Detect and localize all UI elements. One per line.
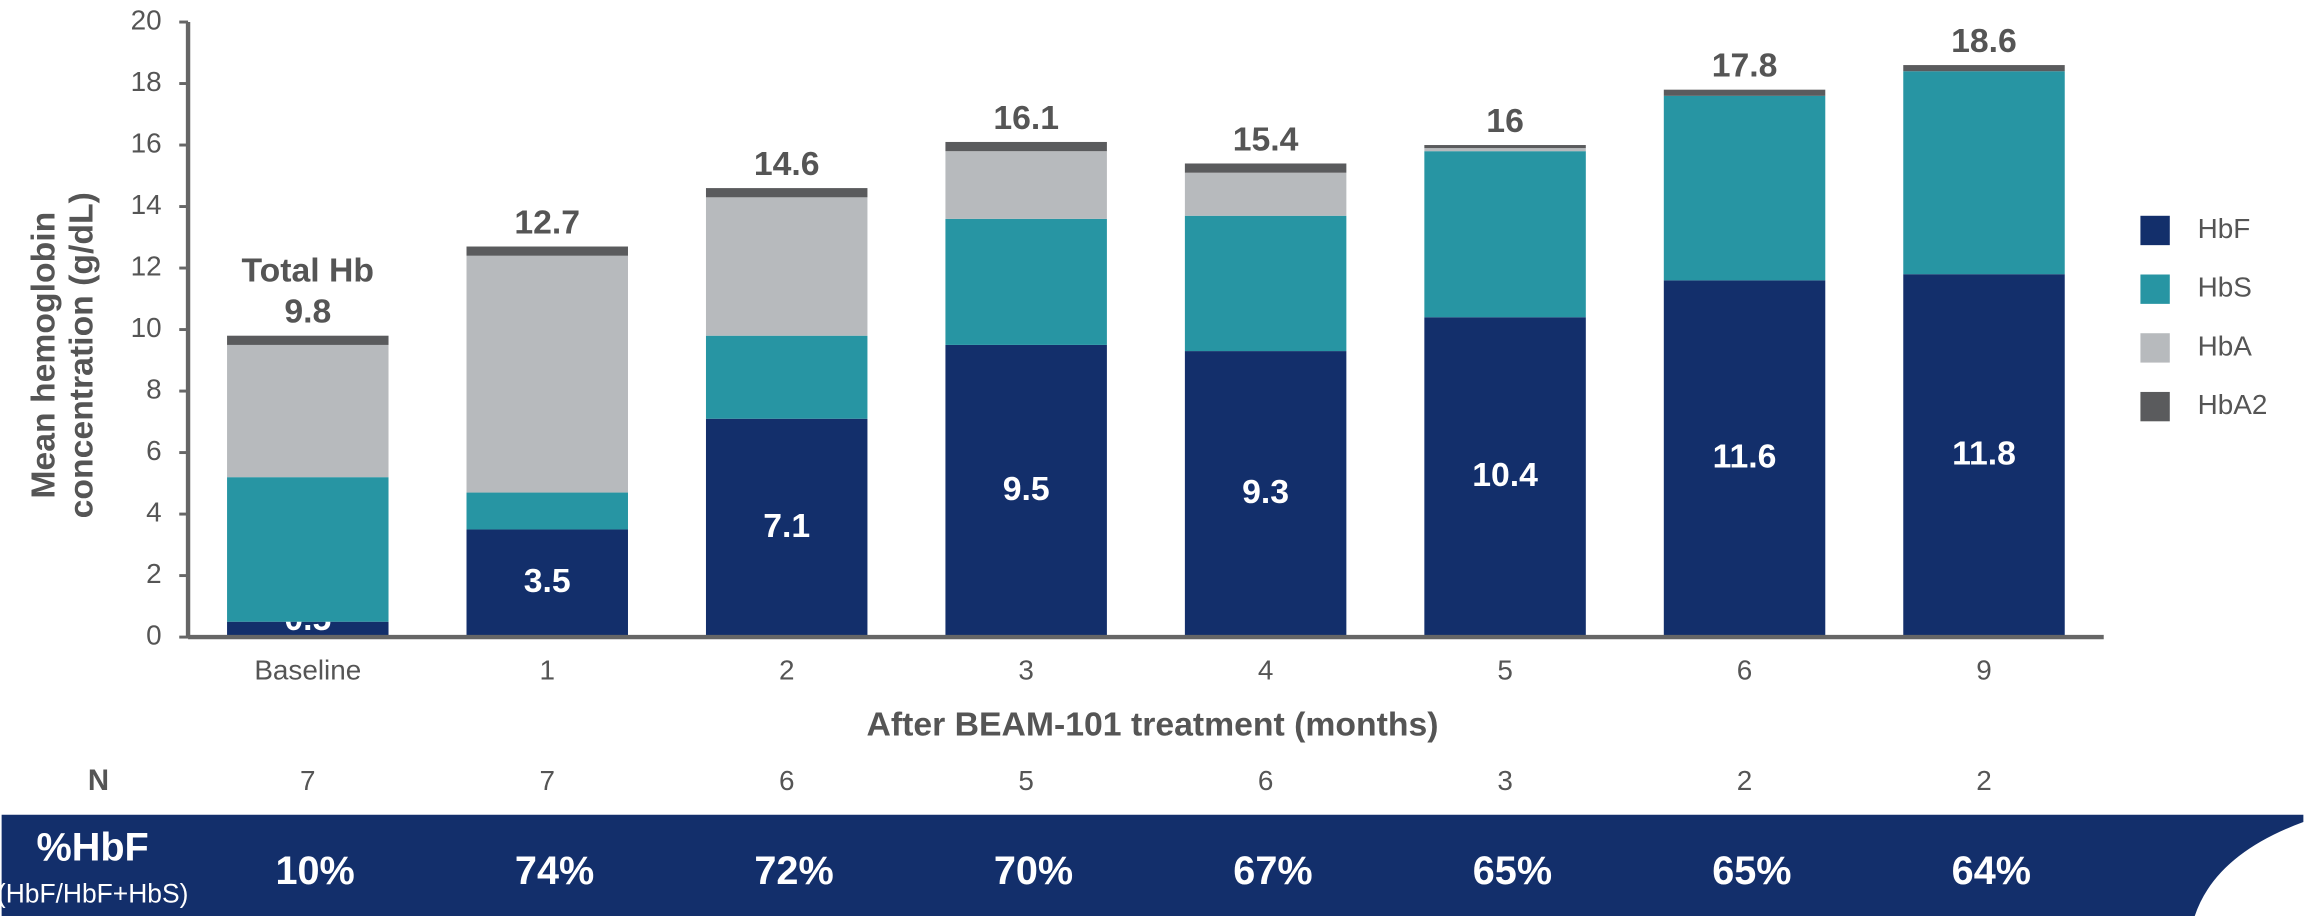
y-tick-label: 4 (146, 496, 162, 527)
hbf-percent: 10% (275, 849, 354, 893)
total-label: 18.6 (1951, 22, 2017, 60)
n-value: 6 (779, 765, 795, 796)
bar-segment (1903, 274, 2065, 638)
y-tick-label: 20 (131, 4, 162, 35)
legend-swatch (2140, 391, 2170, 422)
hbf-value-label: 3.5 (524, 562, 571, 600)
bar-segment (1184, 172, 1347, 216)
hbf-row-sublabel: (HbF/HbF+HbS) (0, 878, 188, 908)
x-tick-label: 2 (779, 655, 795, 686)
x-axis-label: After BEAM-101 treatment (months) (867, 706, 1439, 744)
hbf-band (1, 814, 2304, 916)
legend-swatch (2140, 333, 2170, 363)
bar-segment (227, 335, 389, 345)
bar-segment (1663, 95, 1826, 281)
y-tick-label: 10 (131, 312, 162, 343)
bar-segment (466, 492, 628, 530)
legend-swatch (2140, 215, 2170, 246)
y-tick-label: 18 (131, 66, 162, 97)
bar-segment (1424, 148, 1586, 152)
legend-label: HbA (2198, 330, 2253, 361)
bar-segment (1903, 65, 2065, 72)
bar-segment (466, 529, 628, 638)
total-label: 9.8 (284, 293, 331, 331)
n-value: 7 (300, 765, 316, 796)
y-axis-label: Mean hemoglobin concentration (g/dL) (25, 192, 101, 518)
y-axis-label-line: Mean hemoglobin (25, 212, 63, 499)
n-value: 5 (1018, 765, 1034, 796)
n-value: 2 (1737, 765, 1753, 796)
bar-segment (1424, 145, 1586, 149)
bar-segment (945, 344, 1107, 638)
total-label: 16.1 (993, 99, 1059, 137)
bar-segment (945, 151, 1107, 219)
x-tick-label: Baseline (254, 655, 361, 686)
total-label: 12.7 (514, 203, 580, 241)
bar-segment (227, 344, 389, 478)
n-value: 7 (539, 765, 555, 796)
n-row-label: N (88, 764, 109, 797)
hbf-percent: 67% (1233, 849, 1312, 893)
hbf-percent: 70% (994, 849, 1073, 893)
legend-swatch (2140, 274, 2170, 304)
hbf-value-label: 9.5 (1003, 470, 1050, 508)
legend-label: HbA2 (2198, 389, 2268, 420)
x-tick-label: 1 (539, 655, 555, 686)
bar-segment (1424, 151, 1586, 318)
y-tick-label: 16 (131, 127, 162, 158)
bar-segment (705, 335, 868, 419)
hbf-percent: 74% (515, 849, 594, 893)
bar-segment (1663, 280, 1826, 638)
hbf-percent: 72% (754, 849, 833, 893)
y-axis-label-line: concentration (g/dL) (63, 192, 101, 518)
bar-segment (227, 477, 389, 622)
y-tick-label: 2 (146, 558, 162, 589)
total-label: 17.8 (1712, 47, 1778, 85)
total-title: Total Hb (242, 252, 374, 290)
total-label: 15.4 (1233, 120, 1299, 158)
n-value: 3 (1497, 765, 1513, 796)
x-tick-label: 6 (1737, 655, 1753, 686)
hbf-value-label: 10.4 (1472, 456, 1538, 494)
bar-segment (1663, 89, 1826, 96)
bar-segment (945, 218, 1107, 345)
y-tick-label: 0 (146, 619, 162, 650)
y-tick-label: 8 (146, 373, 162, 404)
bar-segment (1424, 317, 1586, 638)
x-tick-label: 5 (1497, 655, 1513, 686)
bar-segment (1184, 163, 1347, 173)
bar-segment (1184, 351, 1347, 638)
y-tick-label: 12 (131, 250, 162, 281)
x-tick-label: 4 (1258, 655, 1274, 686)
bar-segment (705, 188, 868, 198)
total-label: 16 (1486, 102, 1524, 140)
n-value: 2 (1976, 765, 1992, 796)
x-tick-label: 3 (1018, 655, 1034, 686)
hbf-value-label: 7.1 (763, 507, 810, 545)
bar-segment (945, 141, 1107, 152)
total-label: 14.6 (754, 145, 820, 183)
bar-segment (227, 621, 389, 638)
hbf-percent: 65% (1473, 849, 1552, 893)
hbf-value-label: 11.6 (1713, 438, 1777, 476)
x-tick-label: 9 (1976, 655, 1992, 686)
legend-label: HbS (2198, 272, 2252, 303)
y-tick-label: 14 (131, 189, 162, 220)
hbf-value-label: 9.3 (1242, 473, 1289, 511)
bar-segment (1184, 215, 1347, 352)
hbf-value-label: 11.8 (1952, 435, 2016, 473)
n-value: 6 (1258, 765, 1274, 796)
bar-segment (466, 246, 628, 256)
y-tick-label: 6 (146, 435, 162, 466)
hbf-row-label: %HbF (37, 825, 149, 869)
hbf-percent: 65% (1712, 849, 1791, 893)
bar-segment (1903, 71, 2065, 275)
hbf-percent: 64% (1952, 849, 2031, 893)
legend-label: HbF (2198, 213, 2251, 244)
bar-segment (705, 418, 868, 638)
bar-segment (705, 197, 868, 336)
bar-segment (466, 255, 628, 493)
